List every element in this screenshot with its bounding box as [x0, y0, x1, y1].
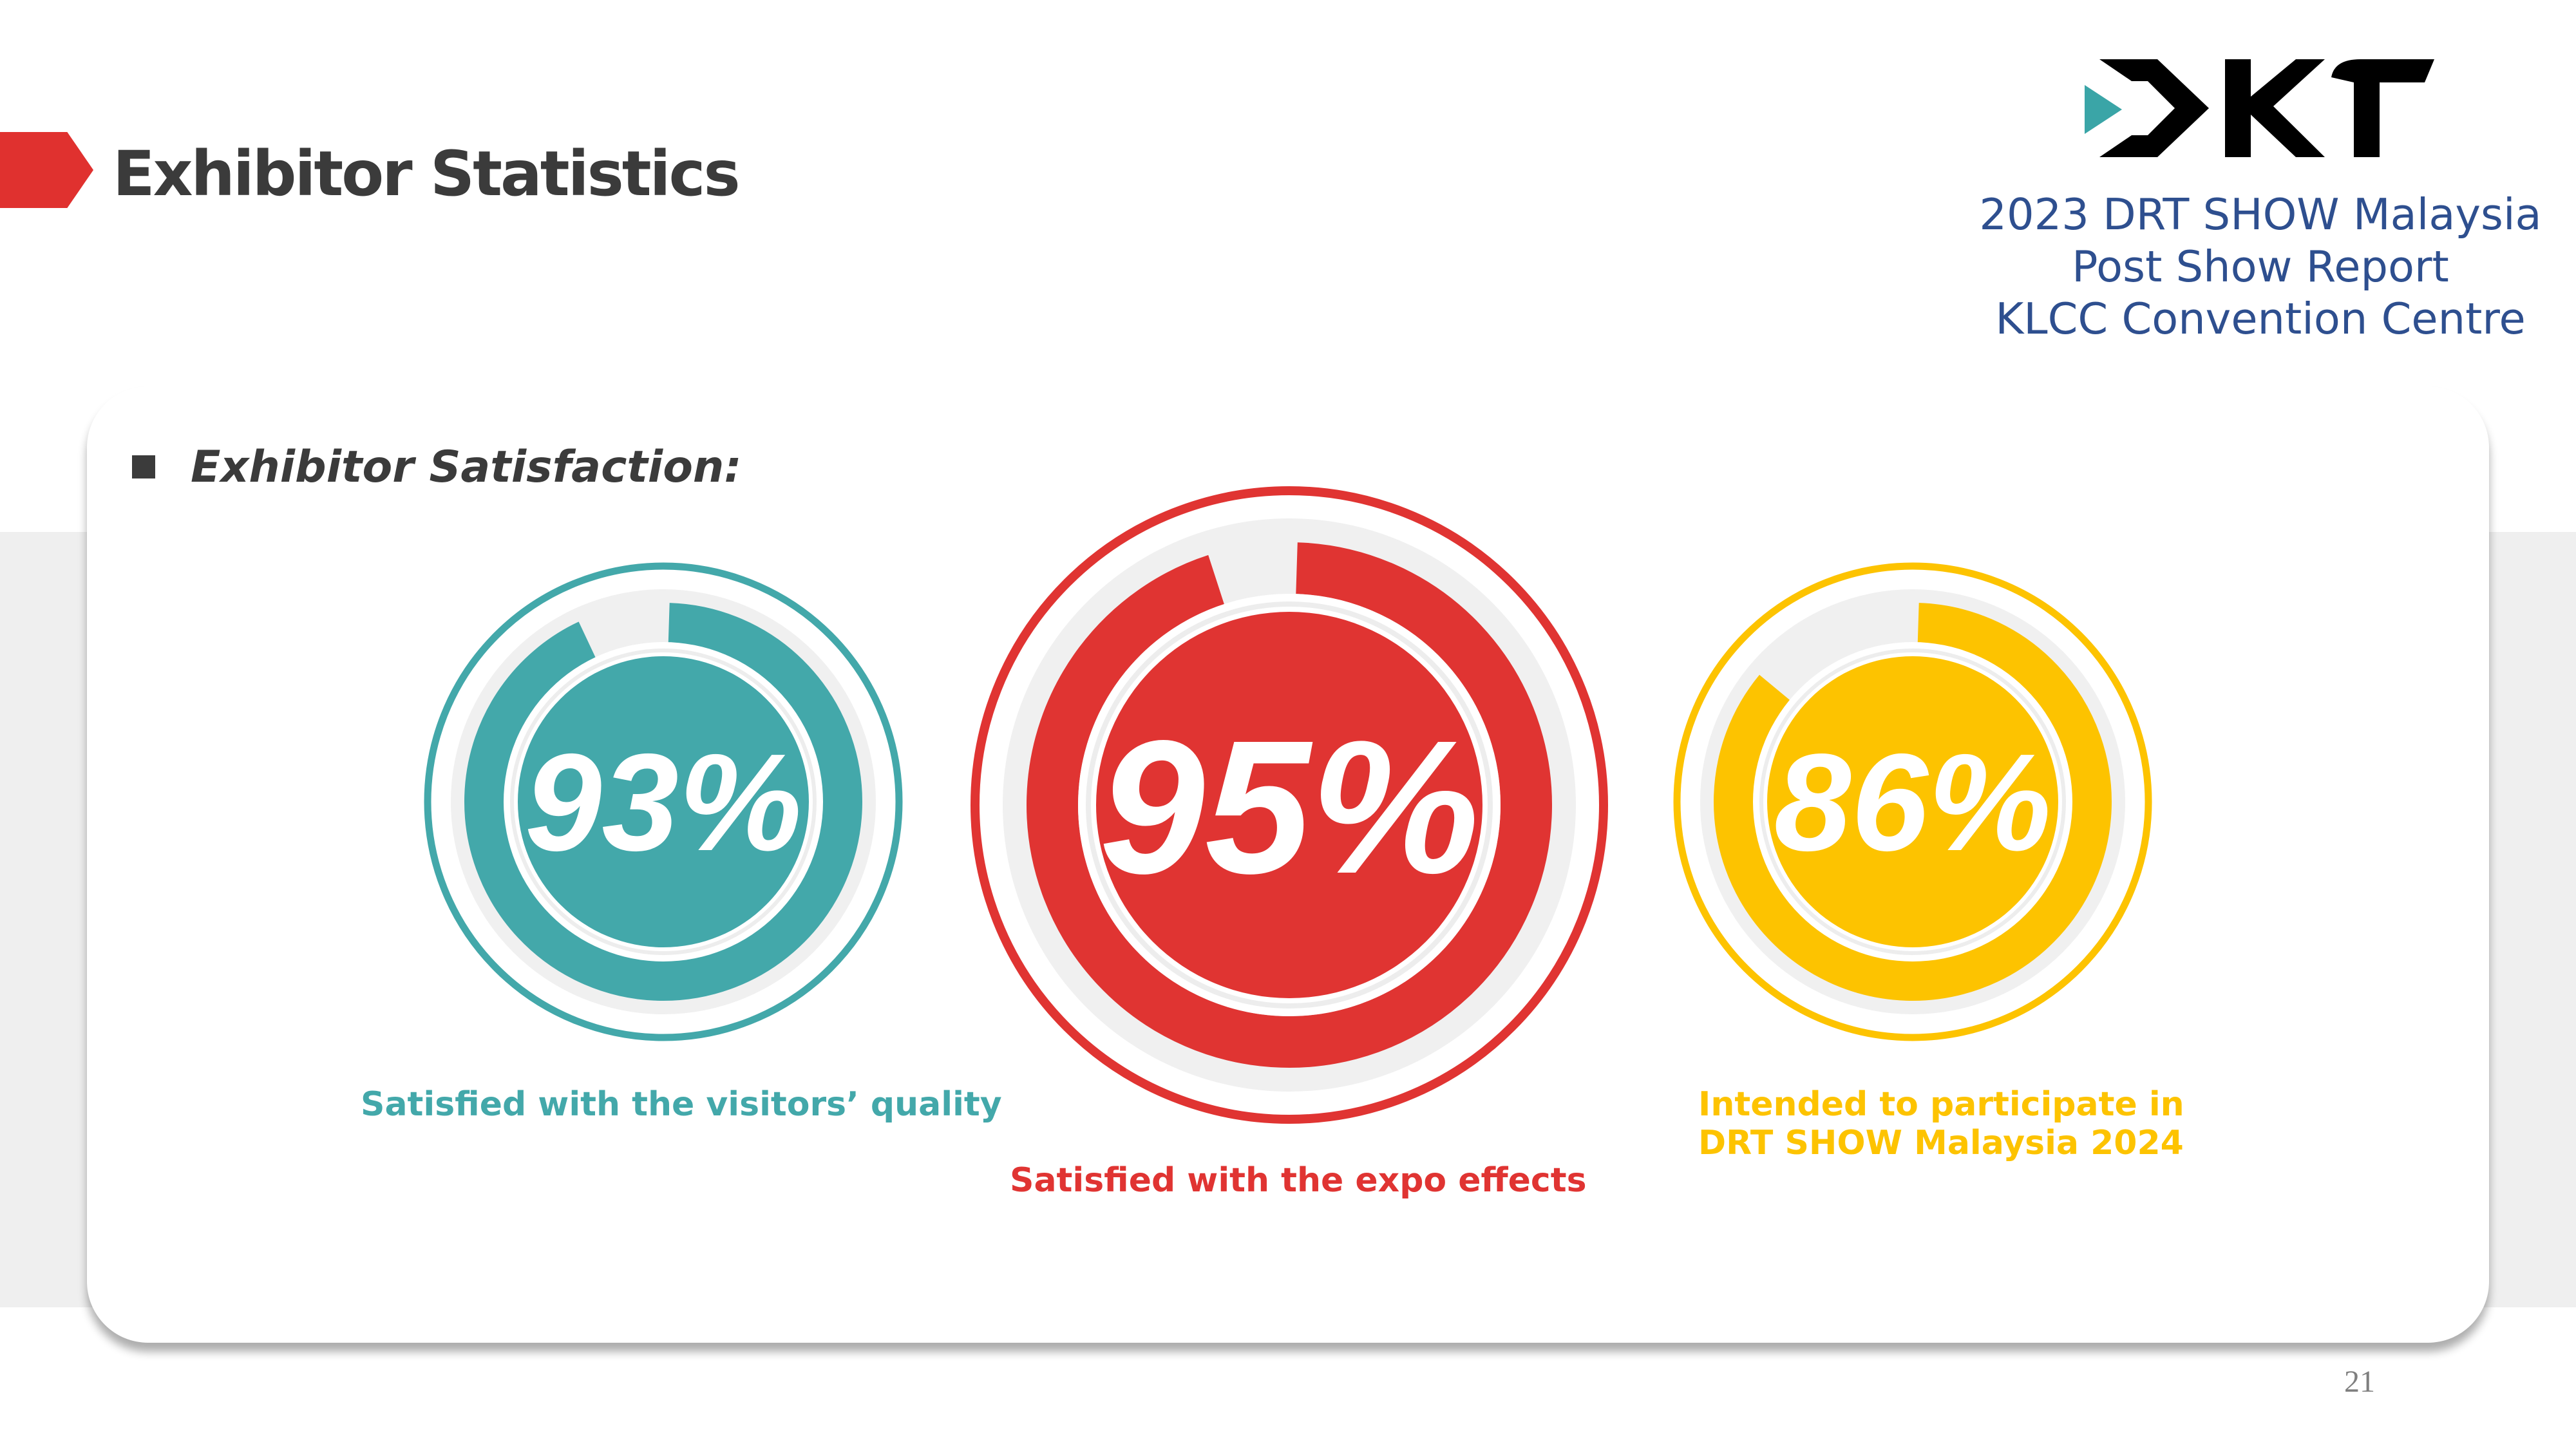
stat-value: 93%	[525, 724, 802, 880]
ring-inner-line	[1759, 649, 2066, 955]
logo-play-icon	[2085, 85, 2122, 134]
ring-inner-line	[1086, 601, 1493, 1009]
report-line-event: 2023 DRT SHOW Malaysia	[1979, 189, 2542, 240]
caption-line: DRT SHOW Malaysia 2024	[1698, 1124, 2184, 1162]
caption-line: Satisfied with the expo effects	[1010, 1161, 1587, 1200]
report-line-type: Post Show Report	[2072, 242, 2449, 292]
ring-center	[1767, 656, 2058, 947]
stat-caption-visitors-quality: Satisfied with the visitors’ quality	[361, 1085, 1002, 1124]
section-heading: Exhibitor Satisfaction:	[132, 435, 742, 499]
stat-caption-participate-2024: Intended to participate in DRT SHOW Mala…	[1698, 1085, 2184, 1162]
square-bullet-icon	[132, 455, 155, 478]
logo-letter-t	[2331, 59, 2434, 157]
stat-caption-expo-effects: Satisfied with the expo effects	[1010, 1161, 1587, 1200]
report-line-venue: KLCC Convention Centre	[1995, 294, 2526, 344]
stat-ring-expo-effects: 95%	[971, 486, 1608, 1124]
page-title: Exhibitor Statistics	[113, 138, 741, 210]
stat-ring-participate-2024: 86%	[1673, 562, 2152, 1041]
page-number: 21	[2344, 1365, 2375, 1399]
logo-letter-d	[2099, 59, 2209, 157]
section-label: Exhibitor Satisfaction:	[191, 441, 742, 493]
drt-logo	[2085, 59, 2434, 157]
report-info: 2023 DRT SHOW Malaysia Post Show Report …	[1951, 189, 2570, 345]
ring-center	[1096, 612, 1482, 998]
ring-center	[518, 656, 809, 947]
caption-line: Satisfied with the visitors’ quality	[361, 1085, 1002, 1124]
ring-inner-line	[510, 649, 817, 955]
stat-ring-visitors-quality: 93%	[424, 562, 903, 1041]
title-arrow-icon	[0, 132, 93, 208]
logo-letter-k	[2225, 59, 2325, 157]
stat-value: 86%	[1774, 724, 2051, 880]
progress-arc	[1027, 542, 1552, 1068]
stat-value: 95%	[1099, 701, 1479, 913]
caption-line: Intended to participate in	[1698, 1085, 2184, 1124]
